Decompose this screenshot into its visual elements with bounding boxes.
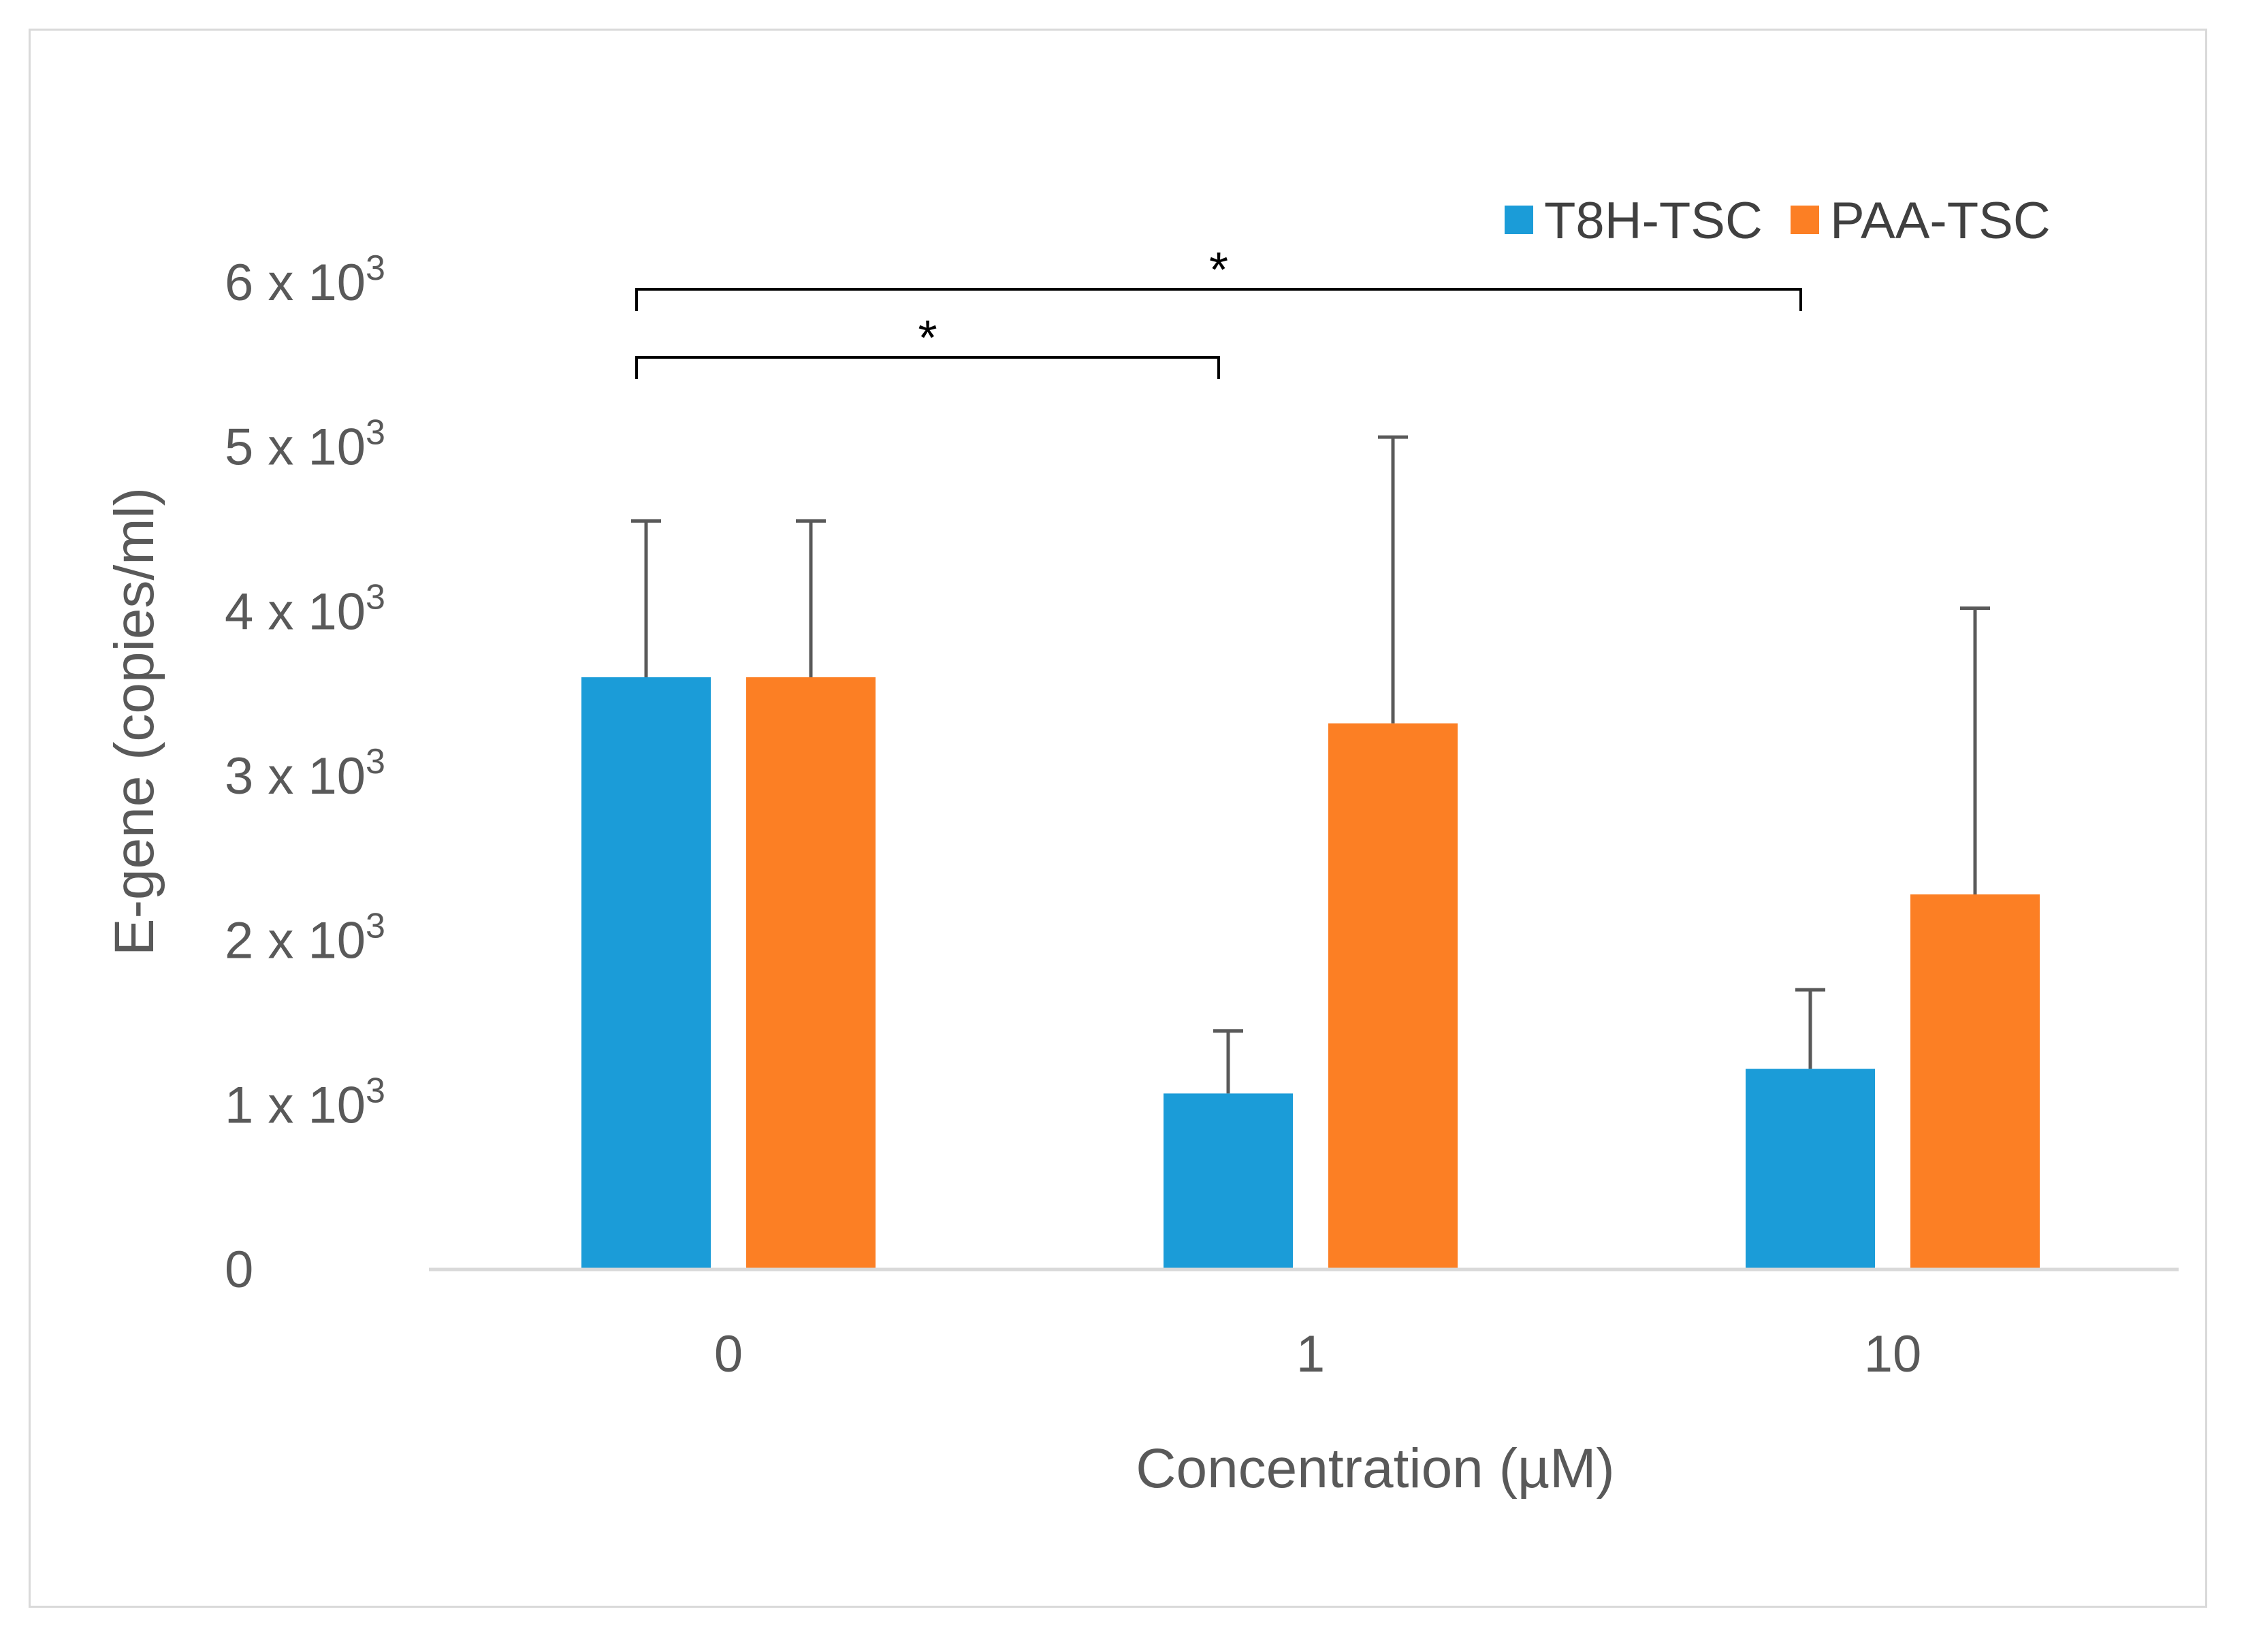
y-tick-label: 5 x 103 <box>225 413 385 476</box>
y-tick-base: 6 x 10 <box>225 254 366 312</box>
y-tick-label: 2 x 103 <box>225 907 385 970</box>
y-tick-exponent: 3 <box>366 907 385 946</box>
y-tick-label: 4 x 103 <box>225 577 385 641</box>
significance-bracket <box>635 288 1802 311</box>
bar-paa-tsc-10 <box>1910 894 2040 1269</box>
bar-paa-tsc-1 <box>1328 723 1458 1269</box>
bar-t8h-tsc-1 <box>1164 1093 1293 1269</box>
legend-label-paa-tsc: PAA-TSC <box>1830 192 2051 250</box>
legend-swatch-paa-tsc <box>1791 206 1819 234</box>
legend: T8H-TSC PAA-TSC <box>1505 192 2051 250</box>
y-tick-exponent: 3 <box>366 577 385 617</box>
x-tick-label: 1 <box>1296 1325 1325 1383</box>
chart-frame <box>29 29 2207 1608</box>
x-tick-label: 0 <box>714 1325 743 1383</box>
y-tick-base: 1 x 10 <box>225 1076 366 1134</box>
y-tick-label: 3 x 103 <box>225 742 385 805</box>
y-tick-base: 2 x 10 <box>225 912 366 970</box>
y-tick-label: 1 x 103 <box>225 1071 385 1134</box>
significance-bracket <box>635 356 1220 379</box>
significance-star: * <box>1209 243 1228 297</box>
y-tick-base: 3 x 10 <box>225 747 366 805</box>
legend-label-t8h-tsc: T8H-TSC <box>1544 192 1763 250</box>
y-tick-exponent: 3 <box>366 1071 385 1110</box>
x-axis-ticks: 0 1 10 <box>714 1325 1921 1383</box>
y-tick-exponent: 3 <box>366 742 385 781</box>
bar-t8h-tsc-10 <box>1746 1069 1875 1269</box>
y-tick-base: 0 <box>225 1241 253 1299</box>
bar-paa-tsc-0 <box>746 677 876 1269</box>
x-tick-label: 10 <box>1864 1325 1922 1383</box>
bars-group <box>581 677 2040 1269</box>
bar-t8h-tsc-0 <box>581 677 711 1269</box>
significance-brackets: ** <box>635 243 1802 379</box>
significance-star: * <box>918 311 937 366</box>
y-tick-label: 6 x 103 <box>225 248 385 312</box>
y-tick-base: 4 x 10 <box>225 583 366 641</box>
y-tick-exponent: 3 <box>366 248 385 288</box>
legend-swatch-t8h-tsc <box>1505 206 1533 234</box>
y-tick-exponent: 3 <box>366 413 385 453</box>
y-tick-base: 5 x 10 <box>225 419 366 476</box>
y-axis-title: E-gene (copies/ml) <box>103 487 165 956</box>
error-bars-group <box>631 435 1990 1094</box>
y-tick-label: 0 <box>225 1241 253 1299</box>
x-axis-title: Concentration (µM) <box>1136 1438 1615 1500</box>
